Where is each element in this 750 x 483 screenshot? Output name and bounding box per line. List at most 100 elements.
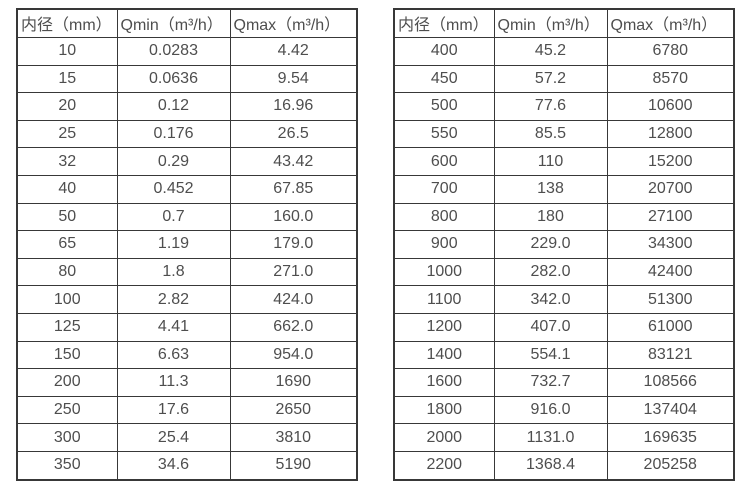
table-row: 10 0.0283 4.42 [16, 37, 358, 66]
table-row: 2000 1131.0 169635 [393, 423, 735, 452]
table-cell: 34.6 [116, 450, 231, 481]
table-row: 800 180 27100 [393, 202, 735, 232]
table-row: 500 77.6 10600 [393, 92, 735, 121]
table-row: 700 138 20700 [393, 174, 735, 204]
table-cell: 150 [16, 340, 118, 370]
table-cell: 3810 [229, 423, 358, 452]
table-cell: 0.0283 [116, 37, 231, 66]
table-cell: 61000 [606, 312, 735, 342]
table-cell: 137404 [606, 395, 735, 425]
table-cell: 0.12 [116, 92, 231, 121]
table-cell: 125 [16, 312, 118, 342]
table-row: 20 0.12 16.96 [16, 92, 358, 121]
table-cell: 26.5 [229, 119, 358, 149]
table-cell: 160.0 [229, 202, 358, 232]
table-cell: 6780 [606, 37, 735, 66]
table-body: 400 45.2 6780 450 57.2 8570 500 77.6 10600 550 85.… [393, 37, 735, 481]
table-row: 65 1.19 179.0 [16, 230, 358, 259]
table-cell: 17.6 [116, 395, 231, 425]
table-row: 1100 342.0 51300 [393, 285, 735, 314]
table-cell: 205258 [606, 450, 735, 481]
table-header-row: 内径（mm） Qmin（m³/h） Qmax（m³/h） [16, 8, 358, 38]
table-cell: 15 [16, 64, 118, 94]
table-cell: 407.0 [493, 312, 608, 342]
table-cell: 1368.4 [493, 450, 608, 481]
table-row: 100 2.82 424.0 [16, 285, 358, 314]
table-row: 1200 407.0 61000 [393, 312, 735, 342]
spec-table-left: 内径（mm） Qmin（m³/h） Qmax（m³/h） 10 0.0283 4.4… [16, 8, 358, 481]
table-cell: 25.4 [116, 423, 231, 452]
table-cell: 1100 [393, 285, 495, 314]
table-row: 2200 1368.4 205258 [393, 450, 735, 481]
table-row: 250 17.6 2650 [16, 395, 358, 425]
table-cell: 1690 [229, 368, 358, 397]
table-row: 80 1.8 271.0 [16, 257, 358, 287]
table-row: 40 0.452 67.85 [16, 174, 358, 204]
table-cell: 900 [393, 230, 495, 259]
table-cell: 282.0 [493, 257, 608, 287]
table-cell: 80 [16, 257, 118, 287]
table-cell: 83121 [606, 340, 735, 370]
table-row: 450 57.2 8570 [393, 64, 735, 94]
table-row: 300 25.4 3810 [16, 423, 358, 452]
table-cell: 108566 [606, 368, 735, 397]
table-cell: 500 [393, 92, 495, 121]
table-cell: 6.63 [116, 340, 231, 370]
table-cell: 662.0 [229, 312, 358, 342]
table-cell: 916.0 [493, 395, 608, 425]
column-header-qmax: Qmax（m³/h） [606, 8, 735, 38]
table-row: 900 229.0 34300 [393, 230, 735, 259]
table-cell: 342.0 [493, 285, 608, 314]
table-cell: 0.0636 [116, 64, 231, 94]
table-cell: 700 [393, 174, 495, 204]
table-cell: 85.5 [493, 119, 608, 149]
table-cell: 57.2 [493, 64, 608, 94]
table-cell: 1131.0 [493, 423, 608, 452]
table-cell: 1600 [393, 368, 495, 397]
table-cell: 16.96 [229, 92, 358, 121]
table-cell: 12800 [606, 119, 735, 149]
table-cell: 179.0 [229, 230, 358, 259]
column-header-inner-diameter: 内径（mm） [16, 8, 118, 38]
table-row: 50 0.7 160.0 [16, 202, 358, 232]
table-cell: 20 [16, 92, 118, 121]
table-cell: 0.176 [116, 119, 231, 149]
table-cell: 1400 [393, 340, 495, 370]
table-cell: 51300 [606, 285, 735, 314]
table-cell: 110 [493, 147, 608, 176]
table-cell: 43.42 [229, 147, 358, 176]
table-cell: 4.42 [229, 37, 358, 66]
table-cell: 1.19 [116, 230, 231, 259]
table-cell: 424.0 [229, 285, 358, 314]
table-cell: 32 [16, 147, 118, 176]
table-cell: 77.6 [493, 92, 608, 121]
table-cell: 169635 [606, 423, 735, 452]
table-cell: 954.0 [229, 340, 358, 370]
table-body: 10 0.0283 4.42 15 0.0636 9.54 20 0.12 16.96 25 0.1… [16, 37, 358, 481]
table-cell: 2.82 [116, 285, 231, 314]
column-header-qmax: Qmax（m³/h） [229, 8, 358, 38]
table-cell: 554.1 [493, 340, 608, 370]
table-cell: 2000 [393, 423, 495, 452]
table-cell: 40 [16, 174, 118, 204]
table-cell: 4.41 [116, 312, 231, 342]
table-cell: 8570 [606, 64, 735, 94]
table-cell: 300 [16, 423, 118, 452]
table-cell: 11.3 [116, 368, 231, 397]
table-row: 550 85.5 12800 [393, 119, 735, 149]
table-cell: 1800 [393, 395, 495, 425]
table-cell: 100 [16, 285, 118, 314]
table-cell: 450 [393, 64, 495, 94]
table-cell: 65 [16, 230, 118, 259]
table-row: 1000 282.0 42400 [393, 257, 735, 287]
table-row: 125 4.41 662.0 [16, 312, 358, 342]
table-cell: 350 [16, 450, 118, 481]
table-row: 600 110 15200 [393, 147, 735, 176]
table-cell: 600 [393, 147, 495, 176]
column-header-qmin: Qmin（m³/h） [116, 8, 231, 38]
table-cell: 27100 [606, 202, 735, 232]
table-row: 32 0.29 43.42 [16, 147, 358, 176]
table-row: 200 11.3 1690 [16, 368, 358, 397]
table-row: 25 0.176 26.5 [16, 119, 358, 149]
